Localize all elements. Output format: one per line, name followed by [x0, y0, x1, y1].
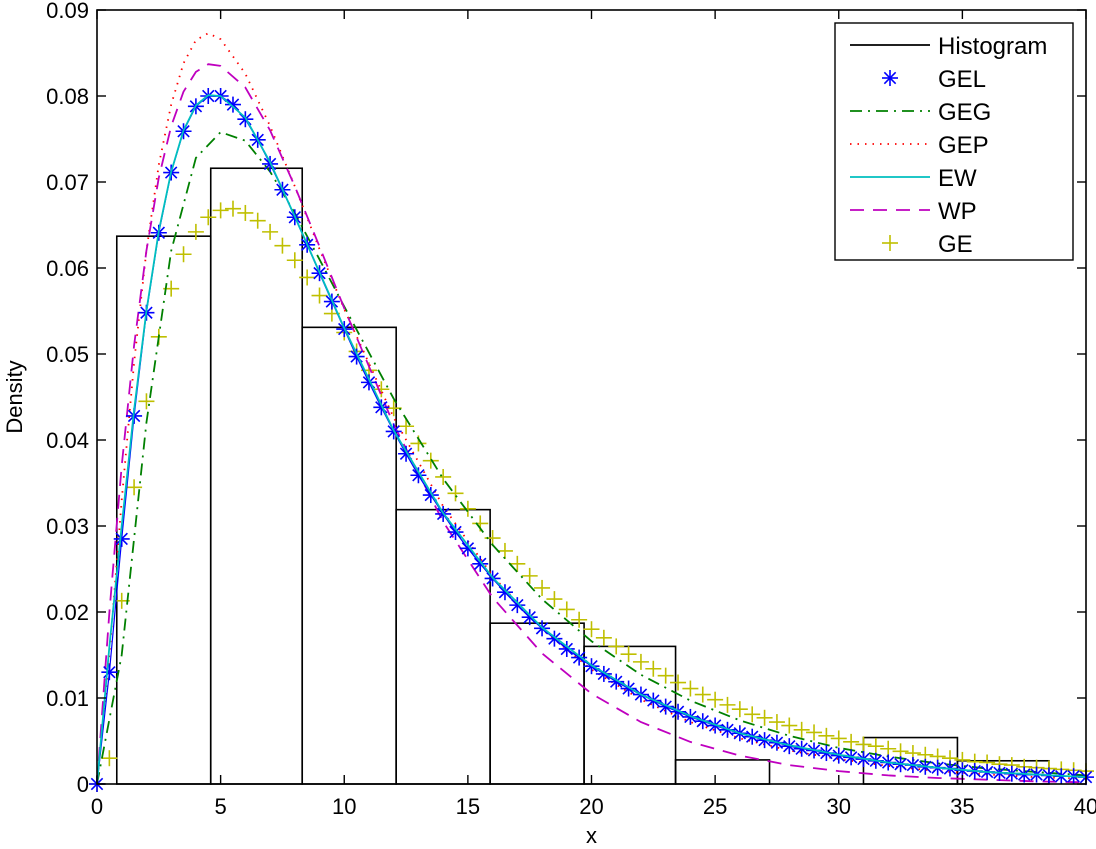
series-geg: [96, 131, 1087, 785]
y-tick-label: 0.07: [46, 170, 89, 195]
legend-item-ge: GE: [882, 231, 973, 258]
y-tick-label: 0: [77, 772, 89, 797]
legend-item-histogram: Histogram: [850, 33, 1047, 60]
star-marker: [449, 525, 462, 539]
y-tick-label: 0.03: [46, 514, 89, 539]
y-tick-label: 0.04: [46, 428, 89, 453]
legend-label: GEL: [938, 66, 986, 93]
star-marker: [610, 675, 623, 688]
y-tick-label: 0.02: [46, 600, 89, 625]
series-line: [96, 63, 1087, 785]
y-tick-label: 0.01: [46, 686, 89, 711]
x-tick-label: 0: [91, 794, 103, 819]
series-ge: [89, 200, 1094, 792]
x-tick-label: 10: [332, 794, 356, 819]
star-marker: [795, 742, 808, 755]
y-tick-label: 0.05: [46, 342, 89, 367]
star-marker: [350, 350, 363, 363]
star-marker: [523, 610, 536, 624]
star-marker: [597, 667, 611, 681]
x-tick-label: 20: [579, 794, 603, 819]
star-marker: [511, 598, 524, 612]
star-marker: [498, 585, 512, 599]
legend-item-geg: GEG: [850, 99, 991, 126]
star-marker: [412, 469, 425, 482]
star-marker: [103, 665, 116, 679]
star-marker: [659, 700, 672, 713]
y-tick-label: 0.09: [46, 0, 89, 23]
x-tick-label: 35: [950, 794, 974, 819]
series-lines: [89, 32, 1094, 792]
star-marker: [226, 98, 240, 111]
x-axis-label: x: [586, 823, 597, 848]
series-line: [96, 94, 1087, 785]
legend-label: GEP: [938, 132, 989, 159]
star-marker: [375, 401, 388, 414]
x-tick-label: 40: [1074, 794, 1096, 819]
star-marker: [399, 447, 413, 460]
star-marker: [548, 632, 561, 645]
legend-box: [834, 22, 1074, 261]
star-marker: [572, 651, 586, 664]
star-marker: [622, 682, 635, 695]
star-marker: [474, 557, 487, 571]
y-axis-label: Density: [2, 360, 27, 433]
star-icon: [883, 71, 897, 85]
legend-item-ew: EW: [850, 165, 977, 192]
legend: Histogram GEL GEG GEP EW WP GE: [834, 22, 1074, 261]
x-tick-label: 15: [456, 794, 480, 819]
legend-item-wp: WP: [850, 198, 977, 225]
star-marker: [424, 488, 438, 502]
y-tick-label: 0.08: [46, 84, 89, 109]
series-ew: [96, 94, 1087, 785]
legend-label: WP: [938, 198, 977, 225]
legend-label: Histogram: [938, 33, 1047, 60]
legend-item-gel: GEL: [882, 66, 986, 93]
series-line: [96, 131, 1087, 785]
star-marker: [115, 532, 128, 546]
x-tick-label: 25: [703, 794, 727, 819]
legend-label: GEG: [938, 99, 991, 126]
star-marker: [671, 705, 685, 718]
x-tick-label: 30: [827, 794, 851, 819]
series-wp: [96, 63, 1087, 785]
star-marker: [362, 376, 376, 389]
legend-label: EW: [938, 165, 977, 192]
x-tick-label: 5: [215, 794, 227, 819]
legend-item-gep: GEP: [850, 132, 989, 159]
legend-label: GE: [938, 231, 973, 258]
star-marker: [560, 642, 573, 656]
star-marker: [461, 542, 475, 555]
y-tick-label: 0.06: [46, 256, 89, 281]
